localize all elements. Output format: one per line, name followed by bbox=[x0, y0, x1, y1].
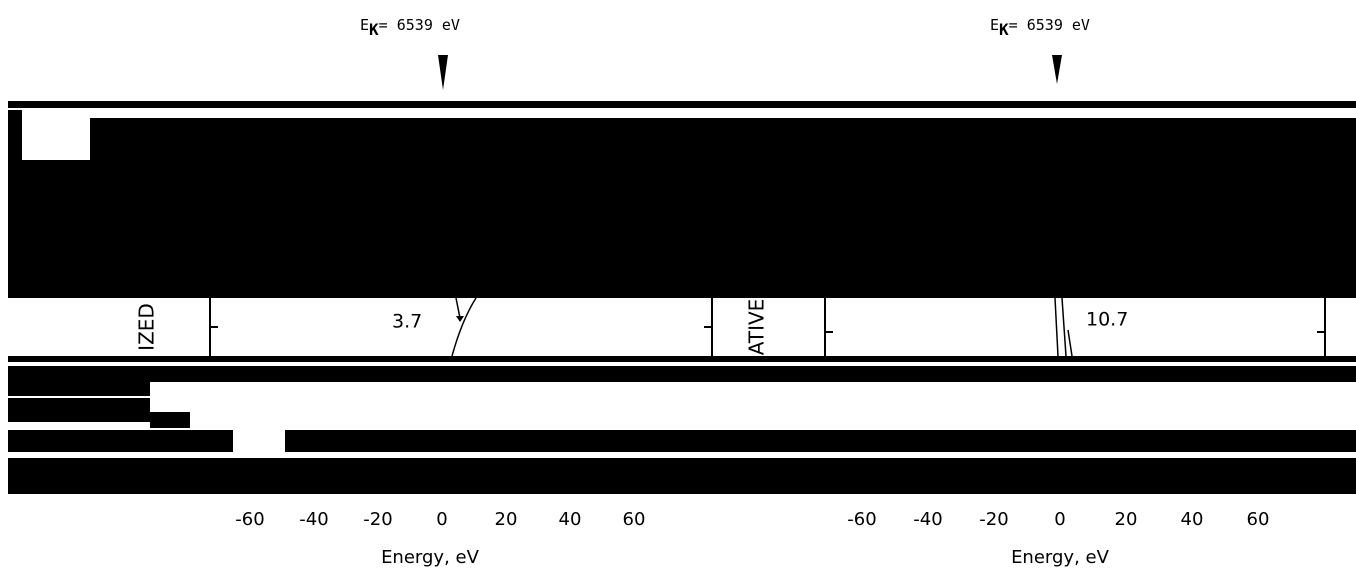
subscript: K bbox=[999, 20, 1009, 39]
arrow bbox=[455, 297, 461, 319]
peak-label: 3.7 bbox=[392, 311, 422, 333]
black-bar bbox=[285, 430, 1356, 452]
black-bar bbox=[8, 356, 1356, 362]
black-block bbox=[8, 118, 1356, 298]
annotation-text: = 6539 eV bbox=[379, 16, 460, 34]
x-tick-label: 60 bbox=[623, 509, 646, 530]
x-tick-label: 40 bbox=[1181, 509, 1204, 530]
x-axis-label: Energy, eV bbox=[1011, 547, 1110, 568]
x-tick-label: -40 bbox=[913, 509, 942, 530]
axes bbox=[209, 297, 1326, 357]
black-bar bbox=[8, 110, 22, 120]
x-axis-label: Energy, eV bbox=[381, 547, 480, 568]
x-tick-label: -60 bbox=[235, 509, 264, 530]
x-tick-label: 0 bbox=[436, 509, 447, 530]
x-tick-label: 20 bbox=[1115, 509, 1138, 530]
x-tick-label: -60 bbox=[847, 509, 876, 530]
curve bbox=[451, 297, 477, 357]
white-box bbox=[22, 110, 90, 160]
curve bbox=[1054, 297, 1073, 357]
y-axis-label: IZED bbox=[135, 303, 159, 351]
marker-arrow bbox=[438, 55, 448, 90]
x-tick-label: -40 bbox=[299, 509, 328, 530]
black-bar bbox=[150, 412, 190, 428]
subscript: K bbox=[369, 20, 379, 39]
black-bar bbox=[8, 430, 233, 452]
symbol: E bbox=[360, 16, 369, 34]
x-tick-label: 60 bbox=[1247, 509, 1270, 530]
black-bar bbox=[8, 398, 150, 422]
x-tick-label: -20 bbox=[979, 509, 1008, 530]
symbol: E bbox=[990, 16, 999, 34]
arrow-head bbox=[456, 316, 464, 322]
annotation-text: = 6539 eV bbox=[1009, 16, 1090, 34]
peak-label: 10.7 bbox=[1086, 309, 1128, 331]
x-tick-label: 40 bbox=[559, 509, 582, 530]
y-axis-label: ATIVE bbox=[745, 299, 769, 356]
black-bar bbox=[8, 101, 1356, 108]
marker-arrow bbox=[1052, 55, 1062, 84]
x-tick-label: -20 bbox=[363, 509, 392, 530]
x-tick-label: 20 bbox=[495, 509, 518, 530]
black-bar bbox=[8, 382, 150, 396]
annotation: EK= 6539 eV bbox=[990, 16, 1090, 39]
black-bar bbox=[8, 458, 1356, 494]
x-tick-label: 0 bbox=[1054, 509, 1065, 530]
black-bar bbox=[8, 366, 1356, 382]
annotation: EK= 6539 eV bbox=[360, 16, 460, 39]
